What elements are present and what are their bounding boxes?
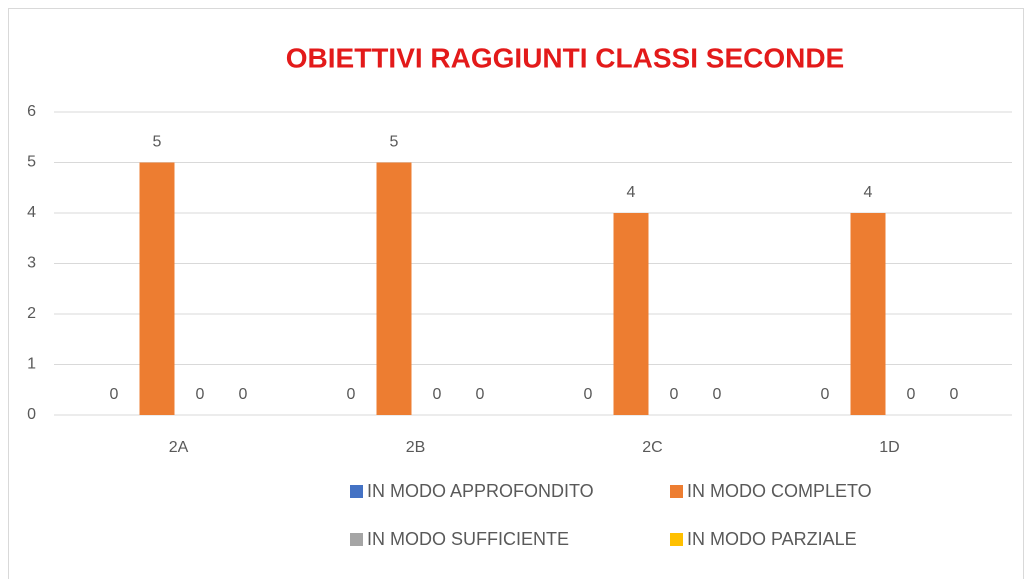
legend-label: IN MODO APPROFONDITO bbox=[367, 481, 594, 501]
data-label: 0 bbox=[713, 386, 722, 403]
legend-swatch bbox=[670, 533, 683, 546]
data-label: 0 bbox=[907, 386, 916, 403]
y-tick-label: 1 bbox=[27, 356, 36, 373]
data-label: 0 bbox=[476, 386, 485, 403]
y-tick-label: 0 bbox=[27, 406, 36, 423]
x-tick-label: 2A bbox=[169, 439, 189, 456]
y-tick-label: 3 bbox=[27, 255, 36, 272]
bar bbox=[139, 162, 175, 415]
x-tick-label: 1D bbox=[879, 439, 899, 456]
data-label: 0 bbox=[821, 386, 830, 403]
data-label: 4 bbox=[627, 184, 636, 201]
data-label: 4 bbox=[864, 184, 873, 201]
chart-title: OBIETTIVI RAGGIUNTI CLASSI SECONDE bbox=[286, 42, 844, 73]
legend-label: IN MODO SUFFICIENTE bbox=[367, 529, 569, 549]
legend-swatch bbox=[350, 533, 363, 546]
data-label: 0 bbox=[239, 386, 248, 403]
y-tick-label: 6 bbox=[27, 103, 36, 120]
bar bbox=[850, 213, 886, 415]
data-label: 5 bbox=[153, 134, 162, 151]
data-label: 0 bbox=[433, 386, 442, 403]
y-tick-label: 5 bbox=[27, 154, 36, 171]
legend-swatch bbox=[350, 485, 363, 498]
legend-label: IN MODO PARZIALE bbox=[687, 529, 857, 549]
y-tick-label: 2 bbox=[27, 305, 36, 322]
legend-label: IN MODO COMPLETO bbox=[687, 481, 872, 501]
data-label: 0 bbox=[584, 386, 593, 403]
data-label: 5 bbox=[390, 134, 399, 151]
data-label: 0 bbox=[196, 386, 205, 403]
data-label: 0 bbox=[347, 386, 356, 403]
x-tick-label: 2C bbox=[642, 439, 662, 456]
bar bbox=[376, 162, 412, 415]
data-label: 0 bbox=[670, 386, 679, 403]
y-tick-label: 4 bbox=[27, 204, 36, 221]
legend-swatch bbox=[670, 485, 683, 498]
data-label: 0 bbox=[950, 386, 959, 403]
x-tick-label: 2B bbox=[406, 439, 426, 456]
data-label: 0 bbox=[110, 386, 119, 403]
bar bbox=[613, 213, 649, 415]
